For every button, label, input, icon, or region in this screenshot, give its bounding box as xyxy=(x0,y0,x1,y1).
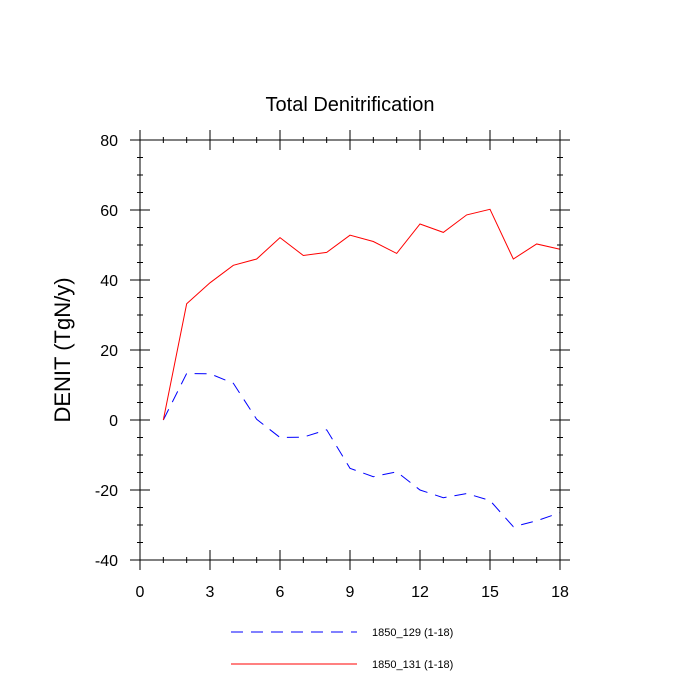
x-tick-label: 9 xyxy=(346,584,355,601)
chart-title: Total Denitrification xyxy=(266,94,435,116)
x-tick-label: 0 xyxy=(136,584,145,601)
series-line-1850-129-1-18 xyxy=(162,372,561,528)
x-tick-label: 18 xyxy=(551,584,569,601)
y-tick-label: -20 xyxy=(95,483,118,500)
legend-label: 1850_131 (1-18) xyxy=(372,659,453,671)
series-line-1850-131-1-18 xyxy=(162,208,561,421)
y-tick-label: 40 xyxy=(100,273,118,290)
x-tick-label: 12 xyxy=(411,584,429,601)
tick-labels: -40 -20 0 20 40 60 80 0 3 6 9 12 15 18 xyxy=(95,133,569,601)
y-tick-label: 60 xyxy=(100,203,118,220)
plot-frame xyxy=(139,139,561,561)
series-lines xyxy=(162,208,561,528)
y-tick-label: -40 xyxy=(95,553,118,570)
legend-label: 1850_129 (1-18) xyxy=(372,627,453,639)
y-tick-label: 0 xyxy=(109,413,118,430)
x-tick-label: 6 xyxy=(276,584,285,601)
x-tick-label: 15 xyxy=(481,584,499,601)
minor-ticks xyxy=(137,137,563,563)
x-tick-label: 3 xyxy=(206,584,215,601)
major-ticks xyxy=(130,130,570,570)
y-tick-label: 20 xyxy=(100,343,118,360)
legend: 1850_129 (1-18) 1850_131 (1-18) xyxy=(231,627,453,671)
y-axis-label: DENIT (TgN/y) xyxy=(50,277,75,422)
y-tick-label: 80 xyxy=(100,133,118,150)
